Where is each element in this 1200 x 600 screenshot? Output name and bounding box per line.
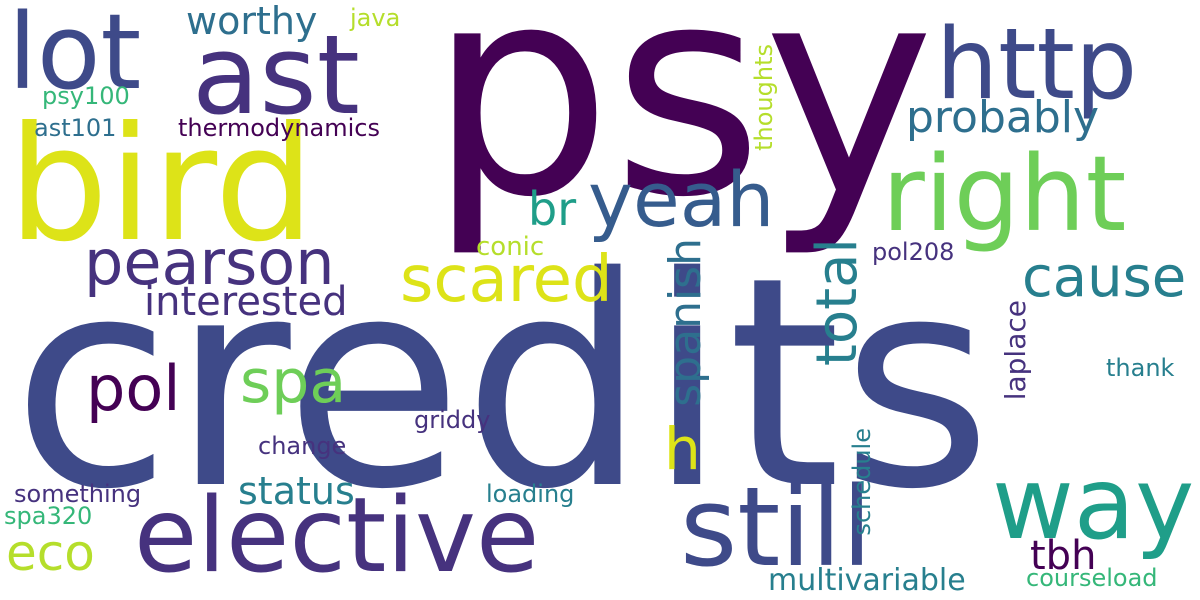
word-way: way bbox=[992, 445, 1195, 562]
word-griddy: griddy bbox=[414, 406, 491, 434]
word-spa320: spa320 bbox=[4, 502, 93, 530]
word-java: java bbox=[350, 4, 401, 32]
word-ast: ast bbox=[192, 11, 360, 139]
word-pol208: pol208 bbox=[872, 238, 955, 266]
word-something: something bbox=[14, 480, 142, 508]
word-psy100: psy100 bbox=[42, 82, 130, 110]
word-ast101: ast101 bbox=[34, 114, 117, 142]
word-probably: probably bbox=[906, 92, 1100, 143]
word-total: total bbox=[805, 238, 870, 367]
word-thank: thank bbox=[1106, 354, 1175, 382]
word-tbh: tbh bbox=[1030, 533, 1097, 579]
word-pol: pol bbox=[86, 352, 181, 425]
word-still: still bbox=[680, 463, 873, 591]
word-thermodynamics: thermodynamics bbox=[178, 114, 380, 142]
word-pearson: pearson bbox=[84, 226, 335, 299]
word-lot: lot bbox=[8, 0, 142, 113]
word-loading: loading bbox=[486, 480, 575, 508]
word-http: http bbox=[936, 8, 1138, 122]
word-laplace: laplace bbox=[999, 300, 1032, 401]
word-yeah: yeah bbox=[588, 155, 775, 244]
word-br: br bbox=[528, 182, 577, 236]
word-spa: spa bbox=[240, 347, 347, 417]
word-multivariable: multivariable bbox=[768, 563, 966, 598]
word-scared: scared bbox=[400, 243, 613, 317]
word-cause: cause bbox=[1022, 245, 1187, 310]
word-schedule: schedule bbox=[848, 428, 876, 536]
word-elective: elective bbox=[134, 476, 540, 596]
word-spanish: spanish bbox=[660, 238, 711, 407]
word-credits: credits bbox=[12, 216, 993, 553]
word-worthy: worthy bbox=[186, 0, 318, 43]
word-eco: eco bbox=[6, 524, 95, 582]
word-thoughts: thoughts bbox=[750, 44, 778, 151]
word-courseload: courseload bbox=[1026, 564, 1158, 592]
word-conic: conic bbox=[476, 232, 545, 262]
word-change: change bbox=[258, 432, 347, 460]
word-status: status bbox=[238, 469, 355, 513]
word-right: right bbox=[882, 133, 1127, 255]
word-interested: interested bbox=[144, 279, 348, 325]
word-h: h bbox=[664, 415, 701, 483]
word-bird: bird bbox=[8, 93, 315, 277]
word-psy: psy bbox=[428, 0, 935, 261]
